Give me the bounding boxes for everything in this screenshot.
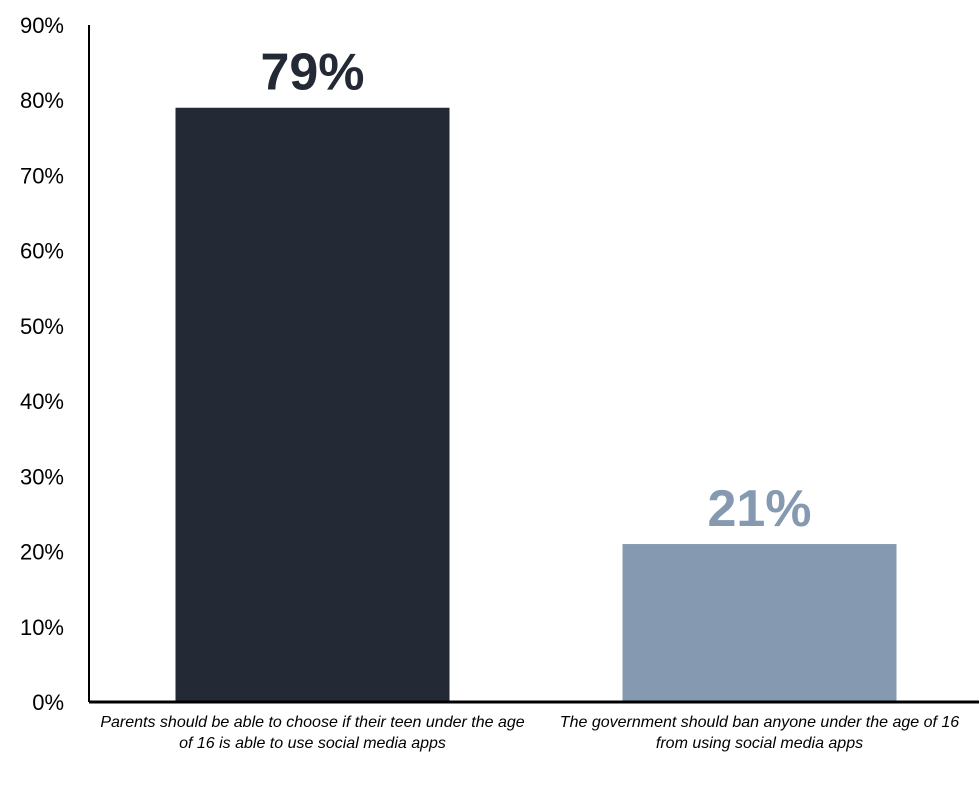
y-tick-label: 70% [20,163,64,188]
y-tick-label: 40% [20,389,64,414]
x-category-label: Parents should be able to choose if thei… [100,714,525,752]
y-tick-label: 20% [20,540,64,565]
y-tick-label: 50% [20,314,64,339]
bar [622,544,897,702]
x-category-label: The government should ban anyone under t… [559,714,960,752]
bar-value-label: 79% [260,44,364,102]
y-tick-label: 60% [20,239,64,264]
y-tick-label: 0% [32,690,64,715]
bars [175,107,897,702]
data-labels: 79% 21% [260,44,811,538]
y-tick-label: 30% [20,464,64,489]
bar [175,107,450,702]
y-tick-label: 10% [20,615,64,640]
y-tick-label: 90% [20,13,64,38]
y-axis-ticks: 0% 10% 20% 30% 40% 50% 60% 70% 80% 90% [20,13,64,715]
y-tick-label: 80% [20,88,64,113]
bar-value-label: 21% [707,480,811,538]
